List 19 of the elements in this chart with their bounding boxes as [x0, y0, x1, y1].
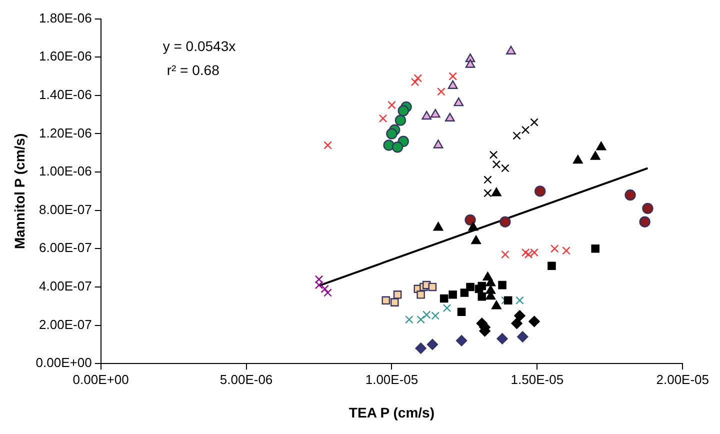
- y-tick-label: 1.00E-06: [39, 164, 92, 179]
- y-tick-label: 1.20E-06: [39, 125, 92, 140]
- x-tick-label: 1.00E-05: [365, 372, 418, 387]
- y-tick-label: 1.80E-06: [39, 10, 92, 26]
- annotation: y = 0.0543x: [162, 38, 236, 54]
- y-tick-label: 4.00E-07: [39, 278, 92, 294]
- annotation: r² = 0.68: [166, 62, 220, 78]
- y-tick-label: 2.00E-07: [39, 316, 92, 332]
- y-tick-label: 6.00E-07: [39, 240, 92, 256]
- y-tick-label: 1.60E-06: [39, 48, 92, 64]
- y-tick-label: 8.00E-07: [39, 202, 92, 217]
- x-tick-label: 0.00E+00: [72, 372, 129, 387]
- y-axis-title: Mannitol P (cm/s): [11, 133, 28, 250]
- y-tick-label: 0.00E+00: [36, 355, 92, 370]
- x-tick-label: 1.50E-05: [510, 372, 564, 387]
- y-tick-label: 1.40E-06: [39, 87, 92, 102]
- x-tick-label: 2.00E-05: [656, 372, 709, 387]
- x-tick-label: 5.00E-06: [220, 372, 273, 387]
- x-axis-title: TEA P (cm/s): [348, 404, 435, 420]
